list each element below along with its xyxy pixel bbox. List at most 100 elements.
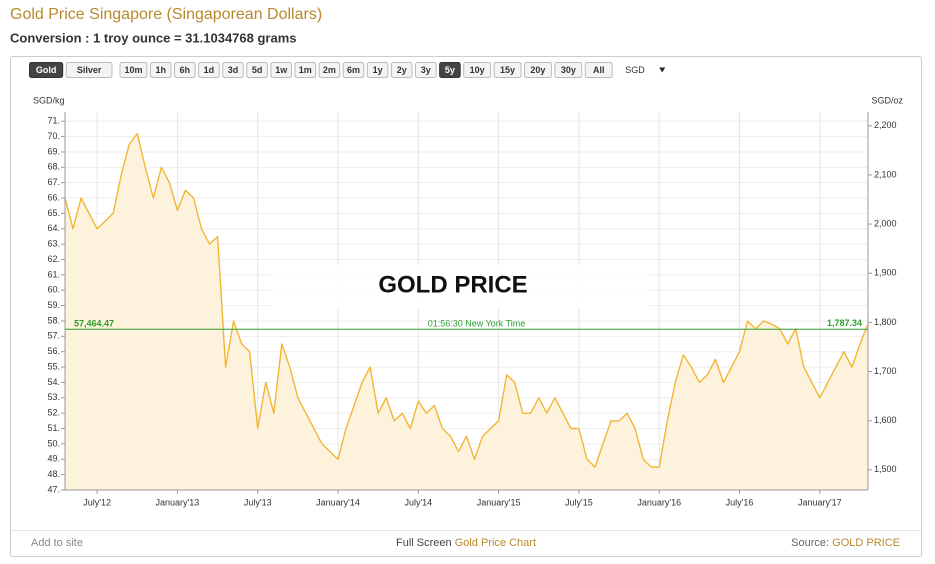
toolbar-button[interactable]: 1w (270, 62, 292, 78)
y2-tick-label: 2,000 (874, 218, 897, 228)
toolbar-button[interactable]: 15y (493, 62, 522, 78)
y2-tick-label: 2,200 (874, 120, 897, 130)
button-face (294, 62, 317, 78)
y2-tick-label: 1,500 (874, 464, 897, 474)
y2-tick-label: 1,700 (874, 366, 897, 376)
y-tick-label: 62. (47, 254, 60, 264)
button-face (65, 62, 113, 78)
y-tick-label: 61. (47, 269, 60, 279)
button-label: 30y (561, 65, 576, 75)
y-tick-label: 53. (47, 392, 60, 402)
button-label: Gold (36, 65, 57, 75)
footer-full-screen-text: Full Screen (396, 537, 452, 549)
toolbar-button[interactable]: 5d (246, 62, 268, 78)
button-face (524, 62, 552, 78)
button-face (270, 62, 292, 78)
button-face (390, 62, 413, 78)
y-tick-label: 58. (47, 315, 60, 325)
x-tick-label: July'15 (565, 497, 593, 507)
select-arrow (659, 67, 666, 73)
y2-tick-label: 1,800 (874, 317, 897, 327)
select-face (621, 62, 673, 78)
button-label: 1m (299, 65, 312, 75)
toolbar-button[interactable]: 20y (524, 62, 552, 78)
y-tick-label: 47. (47, 484, 60, 494)
current-price-oz: 1,787.34 (827, 318, 862, 328)
y-tick-label: 50. (47, 438, 60, 448)
button-label: 3d (228, 65, 239, 75)
button-face (174, 62, 196, 78)
button-label: 10y (470, 65, 485, 75)
x-tick-label: January'14 (316, 497, 360, 507)
footer-add-to-site[interactable]: Add to site (31, 537, 83, 549)
toolbar-button[interactable]: 6m (342, 62, 365, 78)
toolbar-button[interactable]: 2m (318, 62, 341, 78)
toolbar-button[interactable]: 1m (294, 62, 317, 78)
currency-select[interactable]: SGD (621, 62, 673, 78)
watermark-bg (270, 264, 650, 308)
button-face (342, 62, 365, 78)
button-label: 15y (500, 65, 515, 75)
y-tick-label: 70. (47, 131, 60, 141)
button-face (584, 62, 613, 78)
toolbar-button[interactable]: 3d (222, 62, 244, 78)
y-tick-label: 65. (47, 208, 60, 218)
y-tick-label: 69. (47, 146, 60, 156)
x-tick-label: July'13 (244, 497, 272, 507)
y-tick-label: 57. (47, 331, 60, 341)
footer-chart-link[interactable]: Gold Price Chart (455, 537, 536, 549)
y-tick-label: 68. (47, 162, 60, 172)
toolbar-button[interactable]: 3y (415, 62, 437, 78)
x-tick-label: July'14 (404, 497, 432, 507)
toolbar-button[interactable]: 2y (390, 62, 413, 78)
y-tick-label: 63. (47, 239, 60, 249)
y-tick-label: 51. (47, 423, 60, 433)
toolbar-button[interactable]: 1y (366, 62, 389, 78)
button-label: 1h (155, 65, 166, 75)
button-face (493, 62, 522, 78)
button-face (198, 62, 220, 78)
toolbar-button[interactable]: 10m (119, 62, 148, 78)
button-label: 6h (180, 65, 191, 75)
button-face (29, 62, 64, 78)
price-line (64, 132, 869, 468)
button-label: Silver (77, 65, 102, 75)
toolbar-button[interactable]: Silver (65, 62, 113, 78)
y-tick-label: 55. (47, 361, 60, 371)
button-label: 6m (347, 65, 360, 75)
button-label: 1w (275, 65, 288, 75)
y-tick-label: 49. (47, 454, 60, 464)
toolbar-button[interactable]: 1d (198, 62, 220, 78)
button-label: 10m (124, 65, 142, 75)
y2-tick-label: 1,600 (874, 415, 897, 425)
footer-source-link[interactable]: GOLD PRICE (832, 537, 900, 549)
button-face (366, 62, 389, 78)
page-title: Gold Price Singapore (Singaporean Dollar… (10, 6, 322, 23)
y2-axis-title: SGD/oz (871, 95, 903, 105)
y-tick-label: 66. (47, 192, 60, 202)
y-tick-label: 60. (47, 285, 60, 295)
y-tick-label: 52. (47, 408, 60, 418)
current-price-kg: 57,464.47 (74, 319, 114, 329)
button-label: 20y (530, 65, 545, 75)
button-face (463, 62, 492, 78)
button-face (119, 62, 148, 78)
x-tick-label: January'15 (477, 497, 521, 507)
area-fill (65, 133, 868, 490)
button-label: 5y (445, 65, 455, 75)
toolbar-button[interactable]: 1h (149, 62, 172, 78)
button-face (246, 62, 268, 78)
toolbar-button[interactable]: 30y (554, 62, 583, 78)
toolbar-button[interactable]: 6h (174, 62, 196, 78)
button-label: 2y (397, 65, 407, 75)
toolbar-button[interactable]: All (584, 62, 613, 78)
button-face (149, 62, 172, 78)
page-subtitle: Conversion : 1 troy ounce = 31.1034768 g… (10, 30, 297, 45)
footer-full-screen[interactable]: Full Screen Gold Price Chart (396, 537, 536, 549)
toolbar-button[interactable]: 5y (439, 62, 461, 78)
y-tick-label: 64. (47, 223, 60, 233)
current-time: 01:56:30 New York Time (428, 319, 526, 329)
toolbar-button[interactable]: Gold (29, 62, 64, 78)
toolbar-button[interactable]: 10y (463, 62, 492, 78)
